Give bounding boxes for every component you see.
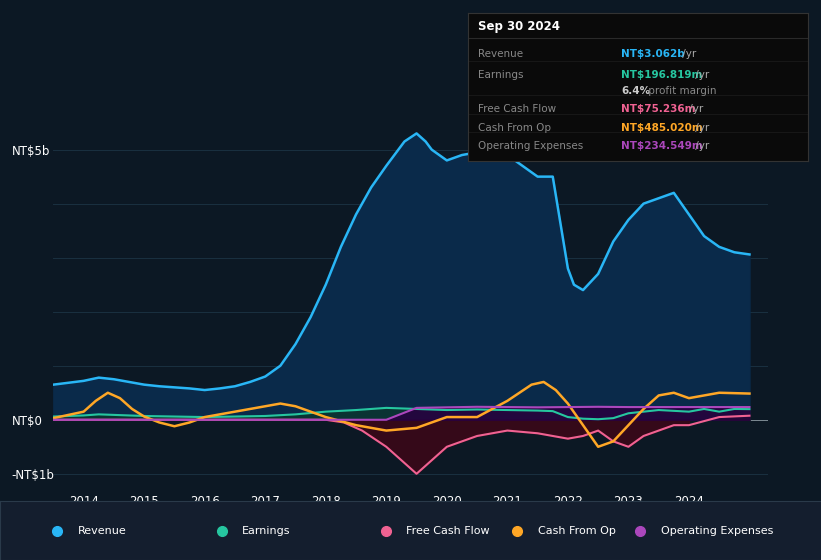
Text: Earnings: Earnings (242, 526, 291, 535)
Text: Operating Expenses: Operating Expenses (478, 141, 584, 151)
Text: 6.4%: 6.4% (621, 86, 650, 96)
Text: NT$485.020m: NT$485.020m (621, 123, 703, 133)
Text: /yr: /yr (692, 123, 709, 133)
Text: Free Cash Flow: Free Cash Flow (478, 104, 557, 114)
Text: /yr: /yr (686, 104, 703, 114)
Text: Cash From Op: Cash From Op (538, 526, 616, 535)
Text: Cash From Op: Cash From Op (478, 123, 551, 133)
Text: Sep 30 2024: Sep 30 2024 (478, 20, 560, 33)
Text: /yr: /yr (692, 70, 709, 80)
Text: /yr: /yr (692, 141, 709, 151)
Text: NT$196.819m: NT$196.819m (621, 70, 703, 80)
Text: Operating Expenses: Operating Expenses (661, 526, 773, 535)
Text: Free Cash Flow: Free Cash Flow (406, 526, 490, 535)
Text: Earnings: Earnings (478, 70, 524, 80)
Text: profit margin: profit margin (645, 86, 717, 96)
Text: Revenue: Revenue (78, 526, 126, 535)
Text: Revenue: Revenue (478, 49, 523, 59)
Text: NT$3.062b: NT$3.062b (621, 49, 685, 59)
Text: /yr: /yr (679, 49, 696, 59)
Text: NT$75.236m: NT$75.236m (621, 104, 695, 114)
Text: NT$234.549m: NT$234.549m (621, 141, 703, 151)
